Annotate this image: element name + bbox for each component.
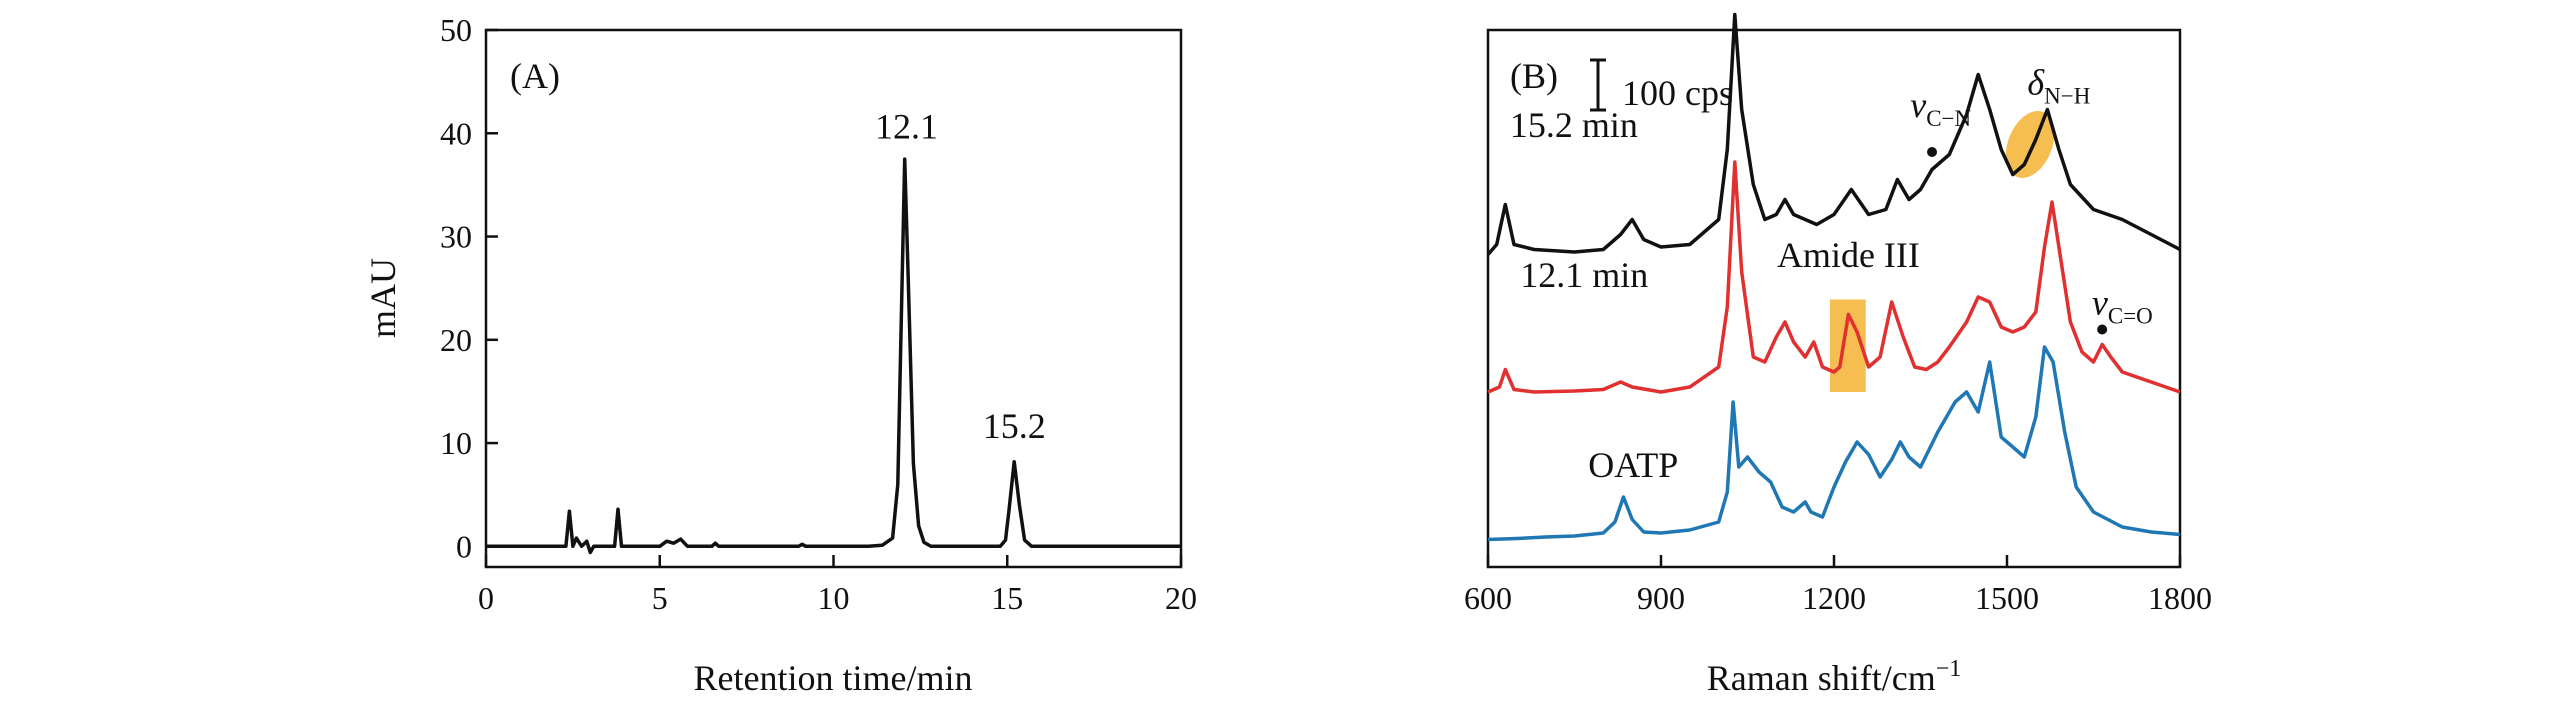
band-annotation-main: δ — [2027, 63, 2045, 103]
panel-b-x-tick-label: 1200 — [1802, 580, 1866, 616]
panel-b-x-tick-label: 600 — [1464, 580, 1512, 616]
panel-b-label: (B) — [1510, 56, 1558, 96]
spectrum-line-12-1-min — [1487, 160, 2181, 394]
panel-a-peak-label: 15.2 — [983, 406, 1046, 446]
panel-a-x-tick-label: 5 — [652, 580, 668, 616]
panel-a-x-axis-title: Retention time/min — [694, 658, 973, 698]
band-annotation-main: Amide III — [1777, 235, 1920, 275]
panel-a-y-axis-title: mAU — [363, 258, 403, 338]
panel-b-x-tick-label: 1800 — [2148, 580, 2212, 616]
n-h-bend-highlight — [2005, 111, 2055, 178]
band-annotation: vC−N — [1910, 85, 1971, 131]
panel-b-series-labels: OATP 12.1 min 15.2 min — [1510, 105, 1678, 485]
panel-b-x-axis-title-main: Raman shift/cm — [1707, 658, 1936, 698]
band-annotation-sub: C−N — [1926, 106, 1971, 131]
spectrum-line-oatp — [1487, 345, 2181, 542]
panel-a-ticks: 0 5 10 15 20 0 10 20 30 40 50 — [440, 12, 1197, 616]
panel-a-y-tick-label: 20 — [440, 322, 472, 358]
scale-bar: 100 cps — [1590, 58, 1733, 113]
spectrum-label: 12.1 min — [1520, 255, 1648, 295]
panel-a-x-tick-label: 15 — [991, 580, 1023, 616]
panel-a-plot-frame — [484, 28, 1183, 569]
panel-b-x-axis-title: Raman shift/cm−1 — [1707, 656, 1962, 698]
panel-b-x-tick-label: 900 — [1637, 580, 1685, 616]
band-annotation-sub: C=O — [2108, 304, 2153, 329]
panel-a-x-tick-label: 20 — [1165, 580, 1197, 616]
band-marker-dot — [2097, 324, 2108, 335]
band-annotation-main: v — [1910, 85, 1926, 125]
panel-a-y-tick-label: 50 — [440, 12, 472, 48]
panel-a-x-tick-label: 0 — [478, 580, 494, 616]
panel-a-peak-label: 12.1 — [875, 106, 938, 146]
band-annotation-sub: N−H — [2044, 84, 2090, 109]
panel-a-y-tick-label: 0 — [456, 528, 472, 564]
scale-bar-label: 100 cps — [1622, 73, 1733, 113]
panel-a-y-tick-label: 30 — [440, 219, 472, 255]
panel-a-chromatogram-line — [486, 157, 1181, 555]
spectrum-label: OATP — [1588, 445, 1678, 485]
panel-a-y-tick-label: 10 — [440, 425, 472, 461]
panel-b-x-axis-title-sup: −1 — [1936, 656, 1962, 682]
panel-b-x-tick-label: 1500 — [1975, 580, 2039, 616]
panel-b-ticks: 600 900 1200 1500 1800 — [1464, 555, 2212, 616]
spectrum-line-15-2-min — [1486, 12, 2181, 256]
spectrum-label: 15.2 min — [1510, 105, 1638, 145]
panel-b-spectra — [1486, 12, 2181, 542]
band-annotation-main: v — [2092, 283, 2108, 323]
band-annotation: vC=O — [2092, 283, 2153, 329]
panel-a-annotations: 12.1 15.2 — [875, 106, 1046, 445]
panel-a-label: (A) — [510, 56, 560, 96]
panel-a-y-tick-label: 40 — [440, 115, 472, 151]
band-annotation: δN−H — [2027, 63, 2090, 109]
panel-a: 0 5 10 15 20 0 10 20 30 40 50 12.1 15.2 (A) Retenti… — [363, 12, 1197, 698]
panel-b-markers — [1927, 147, 2108, 335]
panel-a-x-tick-label: 10 — [818, 580, 850, 616]
band-marker-dot — [1927, 147, 1938, 157]
band-annotation: Amide III — [1777, 235, 1920, 275]
